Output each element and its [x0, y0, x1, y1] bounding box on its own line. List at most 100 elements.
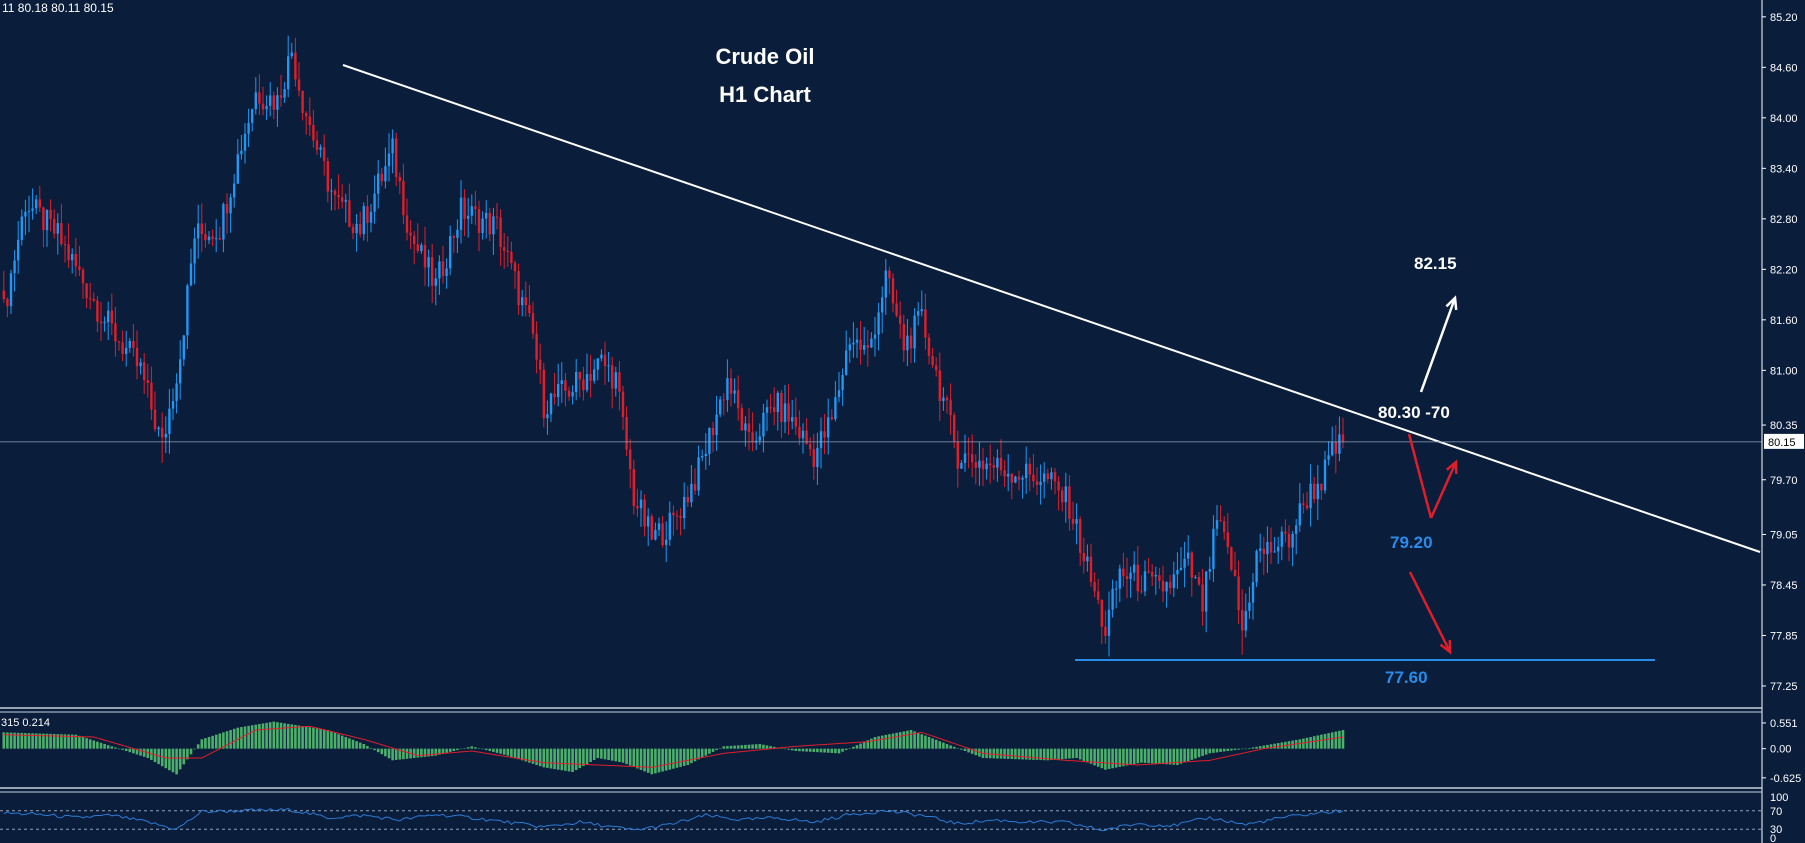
candle-body: [305, 112, 308, 117]
macd-bar: [618, 748, 621, 762]
candle-body: [629, 449, 632, 470]
macd-bar: [582, 748, 585, 766]
macd-bar: [366, 746, 369, 749]
macd-bar: [711, 748, 715, 752]
candle-body: [423, 245, 427, 268]
candle-body: [668, 512, 671, 540]
macd-bar: [1053, 748, 1057, 760]
macd-bar: [722, 746, 726, 749]
macd-bar: [376, 748, 380, 753]
macd-bar: [1305, 737, 1309, 749]
candle-body: [171, 401, 175, 409]
macd-bar: [186, 748, 189, 760]
macd-bar: [1165, 748, 1168, 765]
macd-tick-label: 0.551: [1770, 718, 1798, 730]
ohlc-readout: 11 80.18 80.11 80.15: [2, 1, 114, 15]
candle-body: [222, 204, 225, 240]
macd-bar: [556, 748, 560, 770]
candle-body: [665, 539, 668, 545]
candle-body: [823, 431, 826, 438]
macd-bar: [866, 740, 870, 749]
candle-body: [463, 197, 466, 219]
candle-body: [722, 399, 725, 401]
candle-body: [283, 89, 286, 98]
macd-bar: [1255, 746, 1258, 749]
macd-bar: [362, 744, 366, 749]
candle-body: [1107, 609, 1111, 636]
macd-bar: [585, 748, 589, 764]
macd-bar: [1028, 748, 1032, 760]
candle-body: [1010, 473, 1013, 483]
candle-body: [834, 397, 837, 420]
macd-bar: [834, 748, 837, 754]
candle-body: [449, 236, 452, 269]
macd-bar: [1075, 748, 1078, 758]
candle-body: [441, 261, 445, 277]
macd-bar: [1093, 748, 1096, 766]
candle-body: [319, 147, 322, 150]
candle-body: [859, 339, 862, 350]
macd-bar: [891, 733, 895, 749]
macd-bar: [693, 748, 697, 762]
candle-body: [1341, 434, 1345, 442]
candle-body: [488, 212, 491, 235]
macd-bar: [189, 748, 193, 755]
candle-body: [402, 181, 405, 216]
macd-bar: [646, 748, 650, 773]
macd-bar: [560, 748, 564, 771]
macd-bar: [1208, 748, 1212, 754]
candle-body: [287, 56, 290, 90]
macd-bar: [6, 732, 9, 749]
macd-bar: [697, 748, 700, 760]
candle-body: [1046, 473, 1049, 480]
macd-bar: [1302, 738, 1305, 749]
macd-bar: [121, 748, 124, 750]
macd-bar: [222, 732, 225, 749]
macd-bar: [1122, 748, 1125, 767]
macd-bar: [322, 729, 326, 749]
candle-body: [1104, 626, 1107, 636]
candle-body: [143, 362, 146, 381]
macd-bar: [297, 725, 301, 749]
candle-body: [661, 523, 664, 545]
candle-body: [503, 247, 506, 251]
candle-body: [762, 412, 765, 437]
candle-body: [971, 454, 974, 463]
macd-bar: [502, 748, 506, 755]
candle-body: [1284, 531, 1287, 534]
candle-body: [906, 335, 909, 351]
macd-bar: [1100, 748, 1104, 769]
candle-body: [477, 209, 481, 234]
macd-bar: [247, 725, 250, 749]
macd-bar: [495, 748, 499, 753]
macd-bar: [520, 748, 524, 761]
candle-body: [751, 432, 754, 443]
macd-bar: [567, 748, 571, 772]
candle-body: [1035, 481, 1039, 486]
candle-body: [783, 403, 787, 423]
candle-body: [600, 354, 603, 359]
macd-bar: [96, 741, 99, 749]
candle-body: [24, 211, 27, 217]
macd-bar: [798, 748, 801, 752]
candle-body: [1334, 441, 1337, 454]
candle-body: [1273, 551, 1276, 553]
macd-bar: [265, 722, 268, 749]
macd-bar: [978, 748, 981, 757]
macd-bar: [193, 748, 196, 750]
macd-bar: [1230, 748, 1233, 751]
macd-bar: [484, 748, 488, 751]
candle-body: [78, 266, 81, 270]
macd-tick-label: 0.00: [1770, 744, 1791, 756]
macd-bar: [992, 748, 996, 759]
candle-body: [827, 417, 830, 438]
macd-bar: [358, 742, 362, 749]
macd-bar: [276, 722, 279, 749]
macd-bar: [139, 748, 142, 756]
candle-body: [611, 365, 614, 389]
candle-body: [294, 52, 297, 80]
candle-body: [197, 223, 200, 239]
candle-body: [791, 417, 794, 422]
candle-body: [161, 427, 164, 438]
candle-body: [535, 333, 538, 360]
